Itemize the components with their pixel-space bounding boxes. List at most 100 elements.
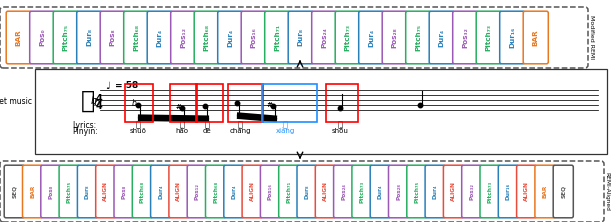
Text: Pinyin:: Pinyin: — [72, 127, 98, 135]
FancyBboxPatch shape — [242, 165, 262, 218]
Text: BAR: BAR — [30, 185, 35, 198]
FancyBboxPatch shape — [425, 165, 445, 218]
Text: de: de — [203, 128, 211, 134]
FancyBboxPatch shape — [480, 165, 500, 218]
Text: BAR: BAR — [16, 29, 22, 46]
Text: cháng: cháng — [229, 128, 251, 134]
FancyBboxPatch shape — [335, 11, 360, 64]
FancyBboxPatch shape — [35, 69, 607, 154]
Text: Pitch₇₃: Pitch₇₃ — [345, 24, 351, 51]
Text: 好: 好 — [179, 121, 185, 129]
Text: Pitch₇₅: Pitch₇₅ — [63, 24, 69, 51]
Text: Pitch₆₈: Pitch₆₈ — [213, 180, 218, 203]
Text: Dur₄: Dur₄ — [439, 28, 445, 47]
FancyBboxPatch shape — [0, 7, 588, 68]
Text: Pos₃₂: Pos₃₂ — [462, 27, 468, 48]
FancyBboxPatch shape — [523, 11, 548, 64]
Text: Pitch₇₁: Pitch₇₁ — [286, 180, 291, 203]
Text: ALIGN: ALIGN — [451, 182, 456, 201]
Text: = 58: = 58 — [115, 81, 138, 91]
Text: Pos₈: Pos₈ — [110, 29, 116, 46]
Text: 长: 长 — [238, 121, 243, 129]
FancyBboxPatch shape — [169, 165, 189, 218]
Text: #: # — [175, 104, 181, 110]
FancyBboxPatch shape — [194, 11, 219, 64]
Text: ALIGN: ALIGN — [249, 182, 254, 201]
Text: 的: 的 — [205, 121, 209, 129]
FancyBboxPatch shape — [389, 165, 408, 218]
Text: Pitch₆₈: Pitch₆₈ — [204, 24, 210, 51]
FancyBboxPatch shape — [265, 11, 290, 64]
Text: BAR: BAR — [533, 29, 539, 46]
FancyBboxPatch shape — [241, 11, 266, 64]
Text: 相: 相 — [283, 121, 288, 129]
FancyBboxPatch shape — [217, 11, 243, 64]
FancyBboxPatch shape — [132, 165, 152, 218]
FancyBboxPatch shape — [53, 11, 78, 64]
FancyBboxPatch shape — [23, 165, 43, 218]
Text: Dur₈: Dur₈ — [86, 28, 92, 46]
Text: Pitch₇₅: Pitch₇₅ — [415, 24, 421, 51]
FancyBboxPatch shape — [406, 11, 431, 64]
Text: SEQ: SEQ — [12, 185, 17, 198]
Text: REMI-Aligned: REMI-Aligned — [604, 172, 609, 211]
Text: Pos₈: Pos₈ — [121, 184, 126, 199]
Text: Pos₂₄: Pos₂₄ — [322, 27, 327, 48]
Text: b: b — [91, 96, 97, 106]
Text: shǒu: shǒu — [331, 128, 349, 134]
Text: Pos₂₈: Pos₂₈ — [396, 183, 401, 200]
FancyBboxPatch shape — [312, 11, 337, 64]
Text: ALIGN: ALIGN — [176, 182, 182, 201]
Text: 4: 4 — [95, 101, 102, 111]
FancyBboxPatch shape — [59, 165, 79, 218]
Text: 4: 4 — [95, 94, 102, 104]
FancyBboxPatch shape — [500, 11, 525, 64]
Text: Pos₂₈: Pos₂₈ — [392, 27, 398, 48]
FancyBboxPatch shape — [553, 165, 573, 218]
FancyBboxPatch shape — [288, 11, 314, 64]
Text: Modified REMI: Modified REMI — [590, 16, 594, 59]
FancyBboxPatch shape — [476, 11, 501, 64]
Text: Dur₄: Dur₄ — [378, 184, 383, 199]
Text: Dur₄: Dur₄ — [368, 28, 375, 47]
Text: Pitch₆₈: Pitch₆₈ — [133, 24, 139, 51]
Text: Dur₈: Dur₈ — [85, 184, 90, 199]
Text: ALIGN: ALIGN — [323, 182, 328, 201]
Text: xiàng: xiàng — [275, 128, 294, 134]
FancyBboxPatch shape — [334, 165, 354, 218]
Text: Pos₀: Pos₀ — [48, 184, 54, 199]
Text: BAR: BAR — [543, 185, 548, 198]
FancyBboxPatch shape — [6, 11, 31, 64]
Text: Pitch₇₅: Pitch₇₅ — [415, 180, 419, 203]
Text: Sheet music: Sheet music — [0, 97, 32, 106]
FancyBboxPatch shape — [462, 165, 482, 218]
FancyBboxPatch shape — [453, 11, 478, 64]
FancyBboxPatch shape — [187, 165, 208, 218]
Text: 𝄞: 𝄞 — [81, 89, 95, 113]
FancyBboxPatch shape — [429, 11, 455, 64]
Text: Pos₁₂: Pos₁₂ — [195, 183, 200, 200]
FancyBboxPatch shape — [498, 165, 519, 218]
FancyBboxPatch shape — [517, 165, 537, 218]
FancyBboxPatch shape — [278, 165, 299, 218]
FancyBboxPatch shape — [206, 165, 225, 218]
FancyBboxPatch shape — [261, 165, 280, 218]
Text: Pos₁₂: Pos₁₂ — [180, 27, 186, 48]
FancyBboxPatch shape — [95, 165, 116, 218]
FancyBboxPatch shape — [444, 165, 463, 218]
Text: Pitch₆₈: Pitch₆₈ — [140, 180, 145, 203]
Text: Dur₄: Dur₄ — [232, 184, 237, 199]
Text: Pos₁₆: Pos₁₆ — [268, 183, 273, 200]
Text: shuō: shuō — [129, 128, 147, 134]
Text: ALIGN: ALIGN — [524, 182, 529, 201]
FancyBboxPatch shape — [315, 165, 335, 218]
FancyBboxPatch shape — [382, 11, 407, 64]
Text: Dur₁₆: Dur₁₆ — [506, 183, 511, 200]
FancyBboxPatch shape — [171, 11, 196, 64]
Text: ♩: ♩ — [105, 81, 110, 91]
Text: b: b — [132, 99, 136, 109]
Text: Pos₃₂: Pos₃₂ — [469, 183, 474, 200]
Text: Pos₂₄: Pos₂₄ — [341, 183, 346, 200]
Text: Pitch₇₅: Pitch₇₅ — [67, 180, 71, 203]
FancyBboxPatch shape — [352, 165, 372, 218]
